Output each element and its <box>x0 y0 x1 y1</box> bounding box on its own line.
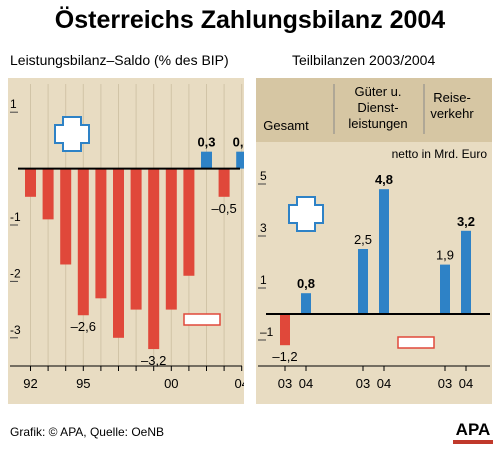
x-tick-label: 04 <box>459 376 473 391</box>
y-tick-label: 3 <box>260 221 267 235</box>
y-tick-label: -2 <box>10 266 21 280</box>
value-label: 2,5 <box>354 232 372 247</box>
value-label: 0,8 <box>297 276 315 291</box>
data-label: –0,5 <box>211 201 236 216</box>
x-tick-label: 03 <box>278 376 292 391</box>
category-label: Güter u. <box>355 84 402 99</box>
data-label: –3,2 <box>141 353 166 368</box>
value-label: 1,9 <box>436 248 454 263</box>
x-tick-label: 00 <box>164 376 178 391</box>
y-tick-label: 1 <box>10 97 17 111</box>
unit-label: netto in Mrd. Euro <box>392 147 488 161</box>
x-tick-label: 04 <box>234 376 244 391</box>
minus-sign-icon <box>397 336 435 349</box>
right-chart-subtitle: Teilbilanzen 2003/2004 <box>292 52 436 68</box>
page-title: Österreichs Zahlungsbilanz 2004 <box>54 6 446 34</box>
bar-1996 <box>95 168 107 299</box>
right-chart-panel: Gesamt Güter u. Dienst-leistungen Reise-ver… <box>256 78 492 404</box>
left-chart-subtitle: Leistungsbilanz–Saldo (% des BIP) <box>10 52 229 68</box>
bar-0-03 <box>280 314 290 346</box>
data-label: –2,6 <box>71 319 96 334</box>
swiss-cross-icon <box>54 116 90 152</box>
bar-2000 <box>165 168 177 310</box>
x-tick-label: 04 <box>299 376 313 391</box>
swiss-cross-icon <box>288 196 324 232</box>
bar-1998 <box>130 168 142 310</box>
bar-1995 <box>77 168 89 316</box>
bar-2002 <box>201 151 212 169</box>
category-label: verkehr <box>430 106 474 121</box>
bar-2004 <box>236 151 244 169</box>
bar-1999 <box>148 168 160 350</box>
bar-1-04 <box>379 189 389 314</box>
bar-1997 <box>113 168 124 338</box>
bar-1992 <box>25 168 36 197</box>
data-label: 0,3 <box>197 135 215 150</box>
sub-balances-chart: Gesamt Güter u.Dienst-leistungen Reise-ver… <box>258 84 490 391</box>
category-label: Reise- <box>433 90 471 105</box>
bar-2003 <box>218 168 230 197</box>
category-label: Dienst- <box>357 100 398 115</box>
y-tick-label: –1 <box>260 325 274 339</box>
y-tick-label: 1 <box>260 273 267 287</box>
y-tick-label: -3 <box>10 323 21 337</box>
apa-logo: APA <box>451 420 495 448</box>
y-tick-label: 5 <box>260 169 267 183</box>
x-tick-label: 92 <box>23 376 37 391</box>
category-label: leistungen <box>348 116 407 131</box>
left-chart-panel: 1 -1 -2 -3 92 95 00 04 –2,6 –3,2 0,3 –0,5 0,3 <box>8 78 244 404</box>
minus-sign-icon <box>183 313 221 326</box>
source-credit: Grafik: © APA, Quelle: OeNB <box>10 425 165 439</box>
value-label: 3,2 <box>457 214 475 229</box>
current-account-chart: 1 -1 -2 -3 92 95 00 04 –2,6 –3,2 0,3 –0,5 0,3 <box>10 84 244 391</box>
bar-1-03 <box>358 249 368 314</box>
y-tick-label: -1 <box>10 210 21 224</box>
category-header-band <box>256 78 492 142</box>
bar-0-04 <box>301 293 311 314</box>
category-label: Gesamt <box>263 118 309 133</box>
bar-1994 <box>60 168 72 265</box>
bar-2001 <box>183 168 195 276</box>
x-tick-label: 03 <box>438 376 452 391</box>
value-label: 4,8 <box>375 172 393 187</box>
value-label: –1,2 <box>272 349 297 364</box>
bar-1993 <box>42 168 54 220</box>
x-tick-label: 04 <box>377 376 391 391</box>
x-tick-label: 03 <box>356 376 370 391</box>
data-label: 0,3 <box>233 135 244 150</box>
x-tick-label: 95 <box>76 376 90 391</box>
bar-2-03 <box>440 264 450 314</box>
bar-2-04 <box>461 230 471 314</box>
